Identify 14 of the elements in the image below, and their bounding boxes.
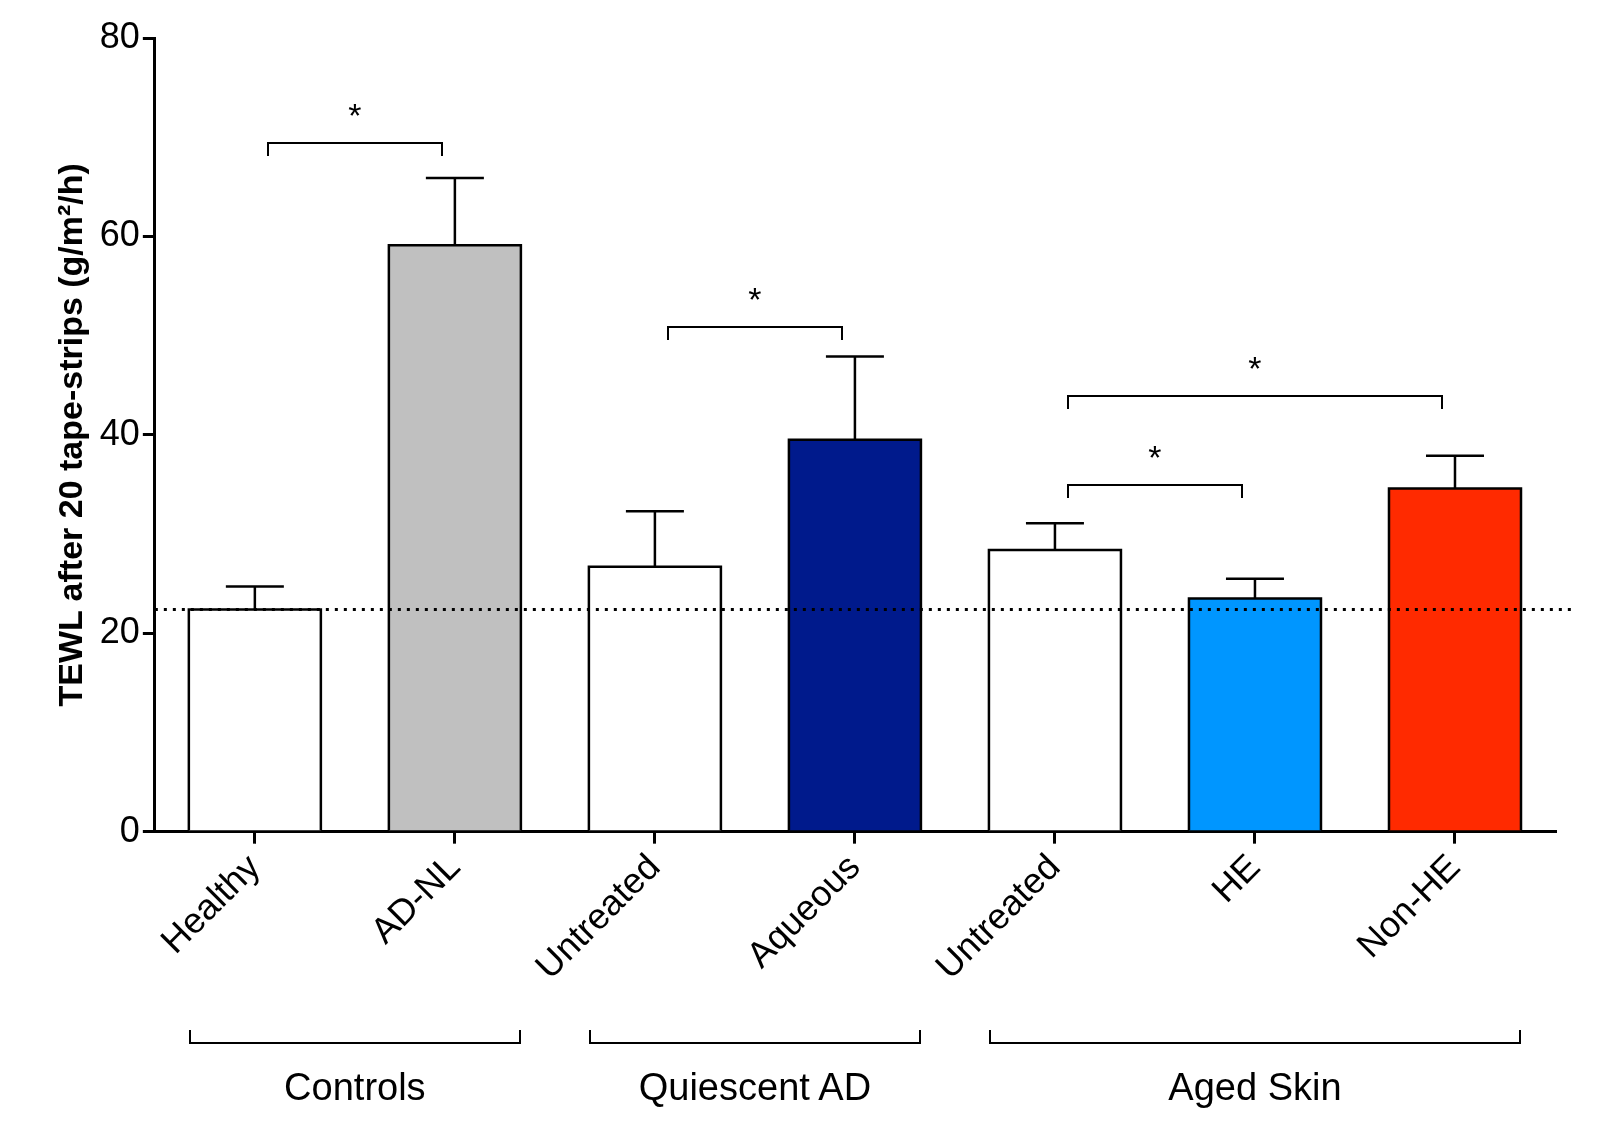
y-tick-label: 60 bbox=[99, 213, 140, 255]
text: Quiescent AD bbox=[637, 1066, 873, 1109]
text: Controls bbox=[283, 1066, 427, 1109]
text: Aged Skin bbox=[1167, 1066, 1343, 1109]
y-tick-label: 20 bbox=[99, 610, 140, 652]
y-tick-label: 80 bbox=[99, 14, 140, 56]
x-tick-label: HE bbox=[1203, 845, 1268, 910]
y-tick-label: 0 bbox=[119, 808, 140, 850]
annotation: * bbox=[1147, 438, 1163, 478]
annotation: * bbox=[1247, 349, 1263, 389]
annotation: * bbox=[747, 279, 763, 319]
annotation: * bbox=[347, 96, 363, 136]
y-axis-title: TEWL after 20 tape-strips (g/m²/h) bbox=[50, 163, 89, 707]
y-tick-label: 40 bbox=[99, 411, 140, 453]
